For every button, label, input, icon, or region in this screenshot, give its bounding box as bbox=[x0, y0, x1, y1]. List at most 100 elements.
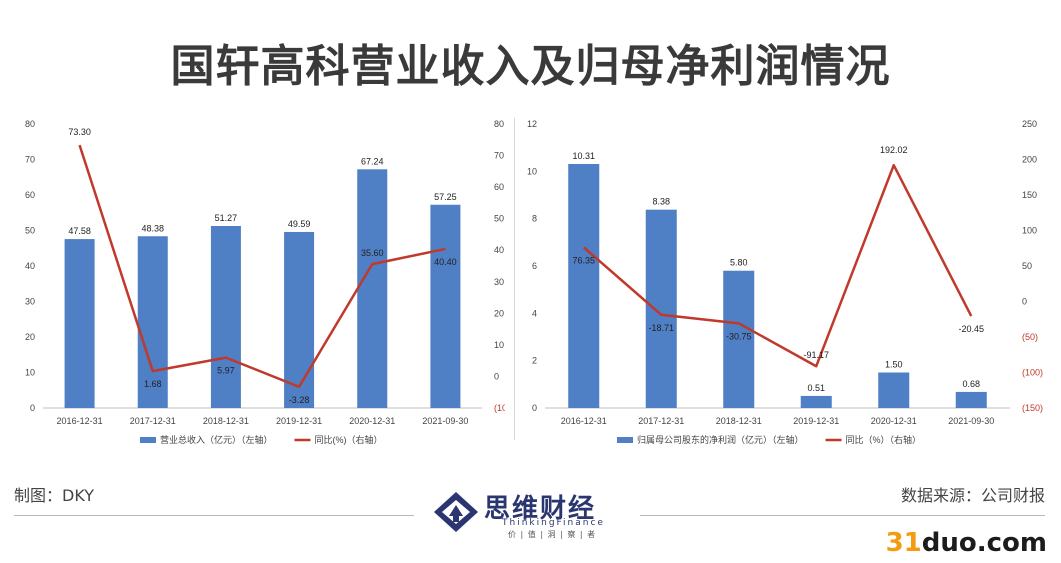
footer-rule-left bbox=[14, 515, 414, 516]
bar-value-label: 8.38 bbox=[652, 197, 670, 207]
right-axis-tick-label: 50 bbox=[494, 214, 504, 224]
x-axis-tick-label: 2020-12-31 bbox=[871, 416, 917, 426]
line-value-label: -91.17 bbox=[803, 350, 829, 360]
brand-name-en: ThinkingFinance bbox=[502, 518, 605, 528]
bar-value-label: 49.59 bbox=[288, 219, 311, 229]
left-axis-tick-label: 10 bbox=[527, 166, 537, 176]
x-axis-tick-label: 2021-09-30 bbox=[422, 416, 468, 426]
made-by-label: 制图：DKY bbox=[14, 486, 95, 505]
right-axis-tick-label: 60 bbox=[494, 182, 504, 192]
legend-label-bar: 营业总收入（亿元）（左轴） bbox=[160, 434, 273, 445]
bar bbox=[64, 239, 95, 408]
right-axis-tick-label: 200 bbox=[1022, 155, 1037, 165]
line-value-label: 1.68 bbox=[144, 379, 162, 389]
right-axis-tick-label: 0 bbox=[1022, 297, 1027, 307]
left-axis-tick-label: 20 bbox=[25, 332, 35, 342]
right-axis-tick-label: 40 bbox=[494, 245, 504, 255]
legend-label-bar: 归属母公司股东的净利润（亿元）（左轴） bbox=[637, 434, 804, 445]
series-line bbox=[582, 163, 973, 368]
bar bbox=[955, 391, 987, 408]
left-axis-tick-label: 8 bbox=[532, 214, 537, 224]
left-axis-tick-label: 12 bbox=[527, 119, 537, 129]
legend-swatch-bar bbox=[140, 437, 156, 443]
right-axis-tick-label: 80 bbox=[494, 119, 504, 129]
revenue-chart: 0 10 20 30 40 50 60 70 80 (10) 0 10 20 30 40 50 60 70 80 47… bbox=[25, 119, 505, 445]
right-axis-tick-label: (50) bbox=[1022, 332, 1038, 342]
line-value-label: -20.45 bbox=[958, 324, 984, 334]
chart-divider bbox=[514, 118, 515, 440]
left-axis-tick-label: 4 bbox=[532, 308, 537, 318]
right-axis-tick-label: 10 bbox=[494, 340, 504, 350]
brand-logo: 思维财经 ThinkingFinance 价 | 值 | 洞 | 察 | 者 bbox=[432, 488, 642, 540]
x-axis-tick-label: 2017-12-31 bbox=[638, 416, 684, 426]
brand-name-cn: 思维财经 bbox=[484, 494, 597, 524]
footer-rule-right bbox=[640, 515, 1045, 516]
bar-value-label: 67.24 bbox=[361, 156, 384, 166]
bar-value-label: 57.25 bbox=[434, 192, 457, 202]
bar-value-label: 0.68 bbox=[962, 379, 980, 389]
bar-value-label: 1.50 bbox=[885, 360, 903, 370]
bar-value-label: 5.80 bbox=[730, 258, 748, 268]
line-value-label: 76.35 bbox=[572, 255, 595, 265]
bar-value-label: 10.31 bbox=[572, 151, 595, 161]
bar-value-label: 0.51 bbox=[807, 383, 825, 393]
x-axis-tick-label: 2021-09-30 bbox=[948, 416, 994, 426]
left-axis-tick-label: 30 bbox=[25, 297, 35, 307]
line-value-label: 40.40 bbox=[434, 257, 457, 267]
bar-value-label: 51.27 bbox=[215, 213, 238, 223]
brand-logo-icon bbox=[434, 492, 478, 532]
net-profit-chart: 0 2 4 6 8 10 12 (150) (100) (50) 0 50 100 150 200 250 10… bbox=[527, 119, 1043, 445]
x-axis-tick-label: 2019-12-31 bbox=[793, 416, 839, 426]
x-axis-tick-label: 2017-12-31 bbox=[130, 416, 176, 426]
legend-swatch-bar bbox=[617, 437, 633, 443]
bar bbox=[137, 236, 168, 408]
legend-label-line: 同比（%）（右轴） bbox=[846, 434, 922, 445]
line-value-label: -18.71 bbox=[648, 323, 674, 333]
x-axis-tick-label: 2019-12-31 bbox=[276, 416, 322, 426]
left-axis-tick-label: 60 bbox=[25, 190, 35, 200]
legend-label-line: 同比(%)（右轴） bbox=[315, 434, 383, 445]
line-value-label: 192.02 bbox=[880, 145, 908, 155]
right-axis-tick-label: 250 bbox=[1022, 119, 1037, 129]
left-axis-tick-label: 0 bbox=[532, 403, 537, 413]
bar-value-label: 47.58 bbox=[68, 226, 91, 236]
x-axis-tick-label: 2016-12-31 bbox=[561, 416, 607, 426]
bar bbox=[800, 395, 832, 408]
brand-motto: 价 | 值 | 洞 | 察 | 者 bbox=[508, 530, 597, 539]
series-line bbox=[78, 144, 446, 389]
left-axis-tick-label: 2 bbox=[532, 356, 537, 366]
bar bbox=[284, 231, 315, 408]
bar bbox=[645, 209, 677, 408]
right-axis-tick-label: (150) bbox=[1022, 403, 1043, 413]
bar bbox=[723, 270, 755, 408]
right-axis-tick-label: 0 bbox=[494, 371, 499, 381]
line-value-label: -3.28 bbox=[289, 395, 310, 405]
right-axis-tick-label: 30 bbox=[494, 277, 504, 287]
x-axis-tick-label: 2016-12-31 bbox=[57, 416, 103, 426]
right-axis-tick-label: 100 bbox=[1022, 226, 1037, 236]
bar bbox=[430, 204, 461, 408]
line-value-label: 5.97 bbox=[217, 366, 235, 376]
line-value-label: 73.30 bbox=[68, 127, 91, 137]
site-watermark: 31duo.com bbox=[885, 528, 1047, 558]
right-axis-tick-label: 70 bbox=[494, 151, 504, 161]
bar bbox=[878, 372, 910, 408]
left-axis-tick-label: 10 bbox=[25, 368, 35, 378]
x-axis-tick-label: 2020-12-31 bbox=[349, 416, 395, 426]
right-axis-tick-label: 150 bbox=[1022, 190, 1037, 200]
right-axis-tick-label: (100) bbox=[1022, 368, 1043, 378]
right-axis-tick-label: 20 bbox=[494, 308, 504, 318]
left-axis-tick-label: 70 bbox=[25, 155, 35, 165]
right-axis-tick-label: 50 bbox=[1022, 261, 1032, 271]
left-axis-tick-label: 6 bbox=[532, 261, 537, 271]
left-axis-tick-label: 50 bbox=[25, 226, 35, 236]
line-value-label: -30.75 bbox=[726, 331, 752, 341]
left-axis-tick-label: 40 bbox=[25, 261, 35, 271]
x-axis-tick-label: 2018-12-31 bbox=[203, 416, 249, 426]
source-label: 数据来源：公司财报 bbox=[900, 486, 1045, 505]
page-title: 国轩高科营业收入及归母净利润情况 bbox=[170, 41, 891, 92]
x-axis-tick-label: 2018-12-31 bbox=[716, 416, 762, 426]
left-axis-tick-label: 80 bbox=[25, 119, 35, 129]
left-axis-tick-label: 0 bbox=[30, 403, 35, 413]
bar bbox=[210, 225, 241, 408]
